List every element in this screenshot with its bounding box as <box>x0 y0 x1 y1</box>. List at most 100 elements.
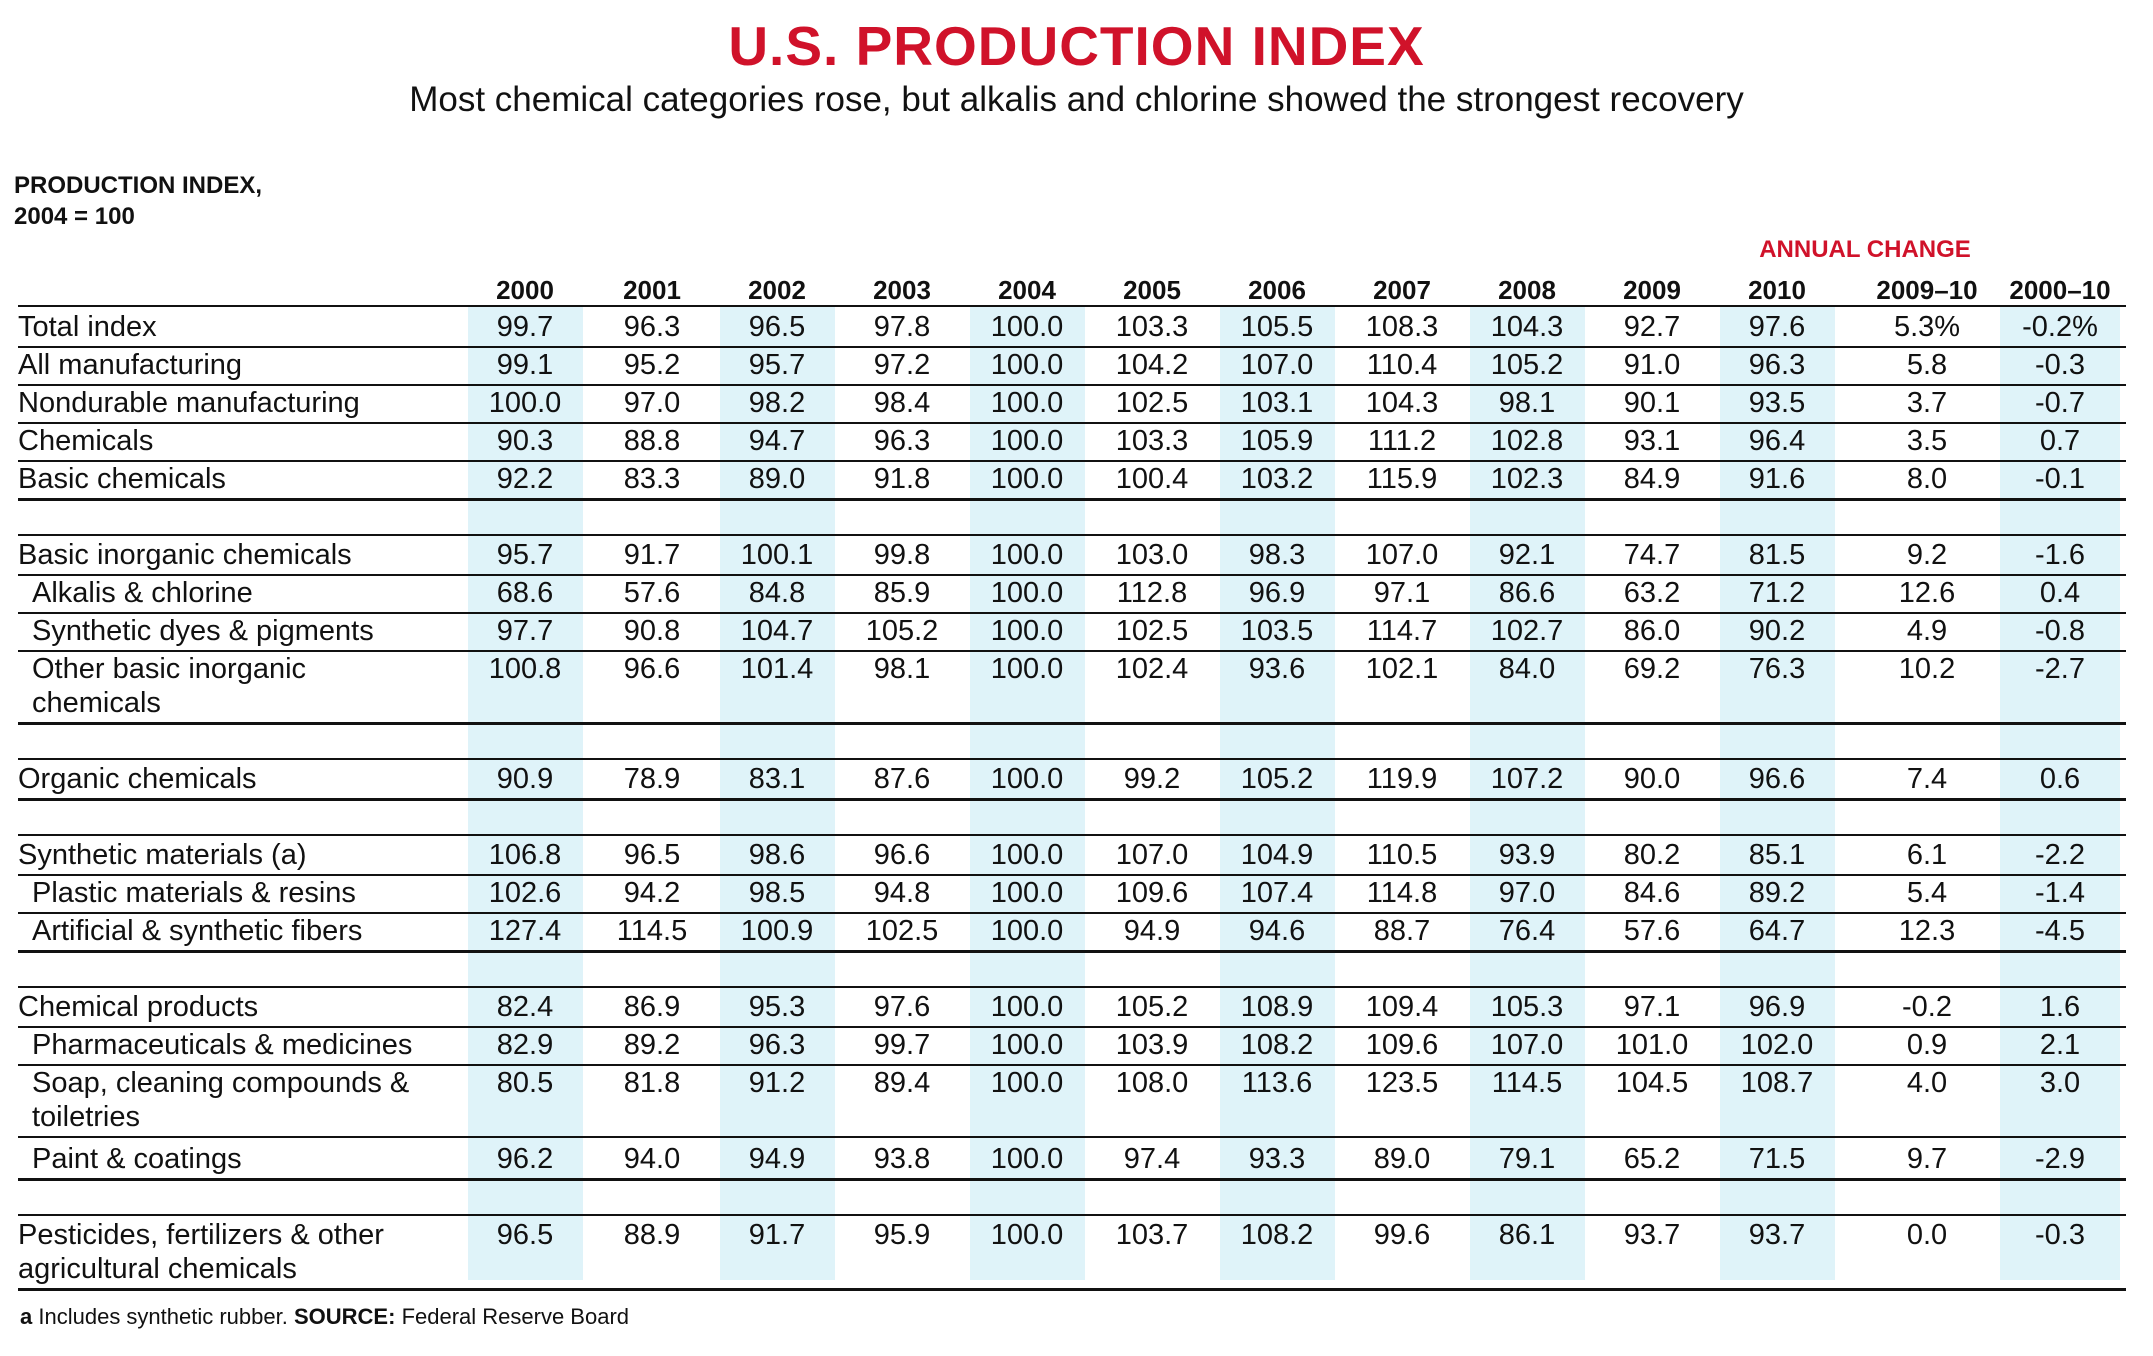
table-cell: 103.3 <box>1115 311 1189 343</box>
table-cell: 86.0 <box>1623 615 1681 647</box>
table-cell: 96.9 <box>1248 577 1306 609</box>
table-cell: -1.6 <box>2035 539 2085 571</box>
table-cell: 57.6 <box>623 577 681 609</box>
row-rule <box>18 1288 2126 1291</box>
table-cell: 96.3 <box>873 425 931 457</box>
row-label: Basic inorganic chemicals <box>18 538 458 572</box>
table-cell: 102.5 <box>1115 615 1189 647</box>
table-cell: 2.1 <box>2039 1029 2081 1061</box>
row-rule <box>18 798 2126 801</box>
table-cell: 107.0 <box>1240 349 1314 381</box>
table-cell: 105.2 <box>865 615 939 647</box>
table-cell: 91.7 <box>748 1219 806 1251</box>
table-cell: 98.3 <box>1248 539 1306 571</box>
column-header: 2003 <box>873 275 931 305</box>
column-shade <box>719 305 835 1280</box>
row-rule <box>18 1026 2126 1028</box>
table-row: Chemical products 82.4 86.9 95.3 97.6 100.0 10… <box>0 988 2153 1026</box>
table-cell: 5.4 <box>1906 877 1948 909</box>
table-cell: 12.3 <box>1898 915 1956 947</box>
table-cell: 88.7 <box>1373 915 1431 947</box>
table-cell: 63.2 <box>1623 577 1681 609</box>
column-header: 2008 <box>1498 275 1556 305</box>
table-cell: 91.7 <box>623 539 681 571</box>
table-cell: 5.3% <box>1893 311 1961 343</box>
table-cell: 12.6 <box>1898 577 1956 609</box>
table-cell: 105.2 <box>1240 763 1314 795</box>
row-rule <box>18 1136 2126 1138</box>
row-label-line: Basic inorganic chemicals <box>18 539 352 571</box>
table-cell: 9.2 <box>1906 539 1948 571</box>
table-cell: 105.5 <box>1240 311 1314 343</box>
row-label-line: Synthetic materials (a) <box>18 839 307 871</box>
table-cell: 93.1 <box>1623 425 1681 457</box>
row-label: Organic chemicals <box>18 762 458 796</box>
table-cell: 108.2 <box>1240 1029 1314 1061</box>
table-cell: 65.2 <box>1623 1143 1681 1175</box>
section-rule <box>18 986 2126 988</box>
table-cell: 90.1 <box>1623 387 1681 419</box>
table-cell: -4.5 <box>2035 915 2085 947</box>
table-cell: 99.1 <box>496 349 554 381</box>
table-cell: 98.4 <box>873 387 931 419</box>
table-cell: 96.3 <box>1748 349 1806 381</box>
row-label-line: Synthetic dyes & pigments <box>32 615 374 647</box>
table-cell: 97.6 <box>1748 311 1806 343</box>
column-header: 2009–10 <box>1876 275 1978 305</box>
table-cell: 79.1 <box>1498 1143 1556 1175</box>
table-cell: 90.8 <box>623 615 681 647</box>
table-cell: 100.0 <box>990 425 1064 457</box>
row-rule <box>18 460 2126 462</box>
table-cell: 97.0 <box>1498 877 1556 909</box>
table-cell: 100.0 <box>990 539 1064 571</box>
table-cell: 100.9 <box>740 915 814 947</box>
table-cell: 89.2 <box>1748 877 1806 909</box>
row-label-line: agricultural chemicals <box>18 1253 297 1285</box>
table-row: Basic chemicals 92.2 83.3 89.0 91.8 100.0 100.… <box>0 460 2153 498</box>
table-cell: 100.0 <box>990 577 1064 609</box>
column-shade <box>1469 305 1585 1280</box>
table-cell: 103.1 <box>1240 387 1314 419</box>
table-cell: 76.3 <box>1748 653 1806 685</box>
table-cell: 96.6 <box>623 653 681 685</box>
table-cell: 104.7 <box>740 615 814 647</box>
table-cell: 100.0 <box>990 763 1064 795</box>
table-cell: 99.7 <box>496 311 554 343</box>
table-cell: 57.6 <box>1623 915 1681 947</box>
table-cell: 97.2 <box>873 349 931 381</box>
table-cell: -0.3 <box>2035 1219 2085 1251</box>
table-cell: 105.9 <box>1240 425 1314 457</box>
table-cell: 100.0 <box>990 311 1064 343</box>
index-label-line2: 2004 = 100 <box>14 203 135 230</box>
table-cell: 7.4 <box>1906 763 1948 795</box>
table-cell: 0.6 <box>2039 763 2081 795</box>
table-cell: 114.8 <box>1366 877 1438 909</box>
table-cell: 0.9 <box>1906 1029 1948 1061</box>
header-rule <box>18 305 2126 307</box>
table-cell: 105.2 <box>1490 349 1564 381</box>
table-cell: 113.6 <box>1241 1067 1313 1099</box>
table-cell: 102.0 <box>1740 1029 1814 1061</box>
table-cell: 74.7 <box>1623 539 1681 571</box>
table-cell: 84.9 <box>1623 463 1681 495</box>
table-row: Chemicals 90.3 88.8 94.7 96.3 100.0 103.3 105.9… <box>0 422 2153 460</box>
column-header: 2002 <box>748 275 806 305</box>
table-cell: 1.6 <box>2039 991 2081 1023</box>
table-cell: 93.7 <box>1748 1219 1806 1251</box>
table-cell: 89.0 <box>1373 1143 1431 1175</box>
table-cell: 100.0 <box>990 615 1064 647</box>
footnote: a Includes synthetic rubber. SOURCE: Fed… <box>20 1304 629 1330</box>
table-cell: 100.0 <box>990 1029 1064 1061</box>
row-label: Paint & coatings <box>32 1142 472 1176</box>
row-rule <box>18 874 2126 876</box>
table-cell: 104.5 <box>1615 1067 1689 1099</box>
row-label: Soap, cleaning compounds & toiletries <box>32 1066 472 1134</box>
row-rule <box>18 422 2126 424</box>
table-cell: 81.8 <box>623 1067 681 1099</box>
column-header: 2001 <box>623 275 681 305</box>
table-cell: 98.1 <box>1498 387 1556 419</box>
column-header: 2000 <box>496 275 554 305</box>
row-label-line: Chemical products <box>18 991 259 1023</box>
table-cell: 102.7 <box>1490 615 1564 647</box>
table-cell: 100.0 <box>990 1067 1064 1099</box>
